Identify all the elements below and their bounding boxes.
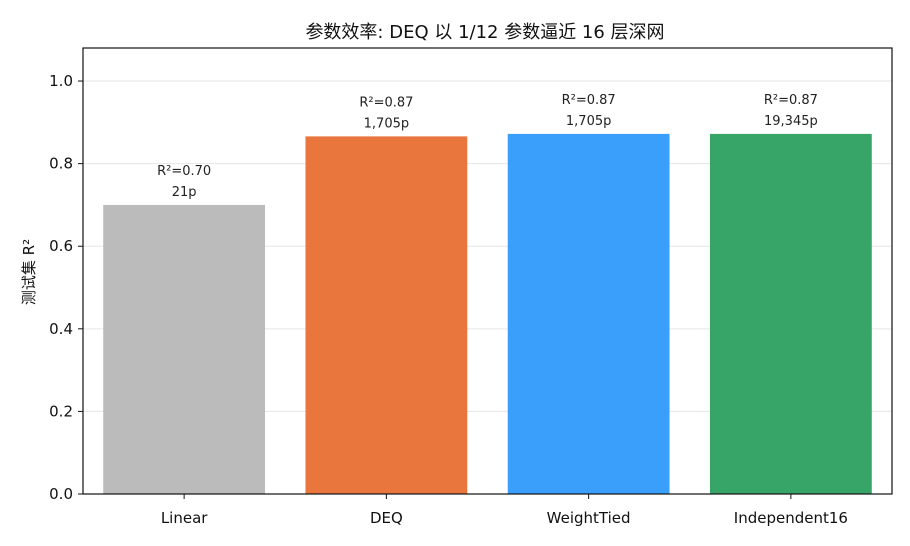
chart-title: 参数效率: DEQ 以 1/12 参数逼近 16 层深网 [305,22,664,43]
x-tick-label: DEQ [370,509,403,527]
y-tick-label: 0.2 [49,402,73,420]
bar [507,133,670,494]
y-tick-label: 0.8 [49,155,73,173]
bar [103,204,266,495]
plot-frame [82,47,893,495]
y-axis-label: 测试集 R² [20,239,38,305]
bar-r2-label: R²=0.87 [764,93,818,108]
bar-params-label: 21p [172,185,197,200]
bars-group [103,133,872,495]
bar-r2-label: R²=0.70 [157,164,211,179]
bar [305,136,468,494]
bar-params-label: 1,705p [566,114,611,129]
x-tick-label: WeightTied [547,509,631,527]
y-tick-label: 0.6 [49,237,73,255]
x-tick-label: Linear [161,509,208,527]
bar-params-label: 1,705p [364,116,409,131]
y-tick-label: 0.0 [49,485,73,503]
bar-annotations: R²=0.70 21p R²=0.87 1,705p R²=0.87 1,705p R²=0… [157,93,818,200]
y-axis: 0.0 0.2 0.4 0.6 0.8 1.0 [49,72,83,503]
bar-params-label: 19,345p [764,114,818,129]
bar-r2-label: R²=0.87 [562,93,616,108]
x-axis: Linear DEQ WeightTied Independent16 [161,494,848,527]
bar-r2-label: R²=0.87 [359,95,413,110]
y-tick-label: 1.0 [49,72,73,90]
y-tick-label: 0.4 [49,320,73,338]
x-tick-label: Independent16 [734,509,848,527]
bar [709,133,872,494]
